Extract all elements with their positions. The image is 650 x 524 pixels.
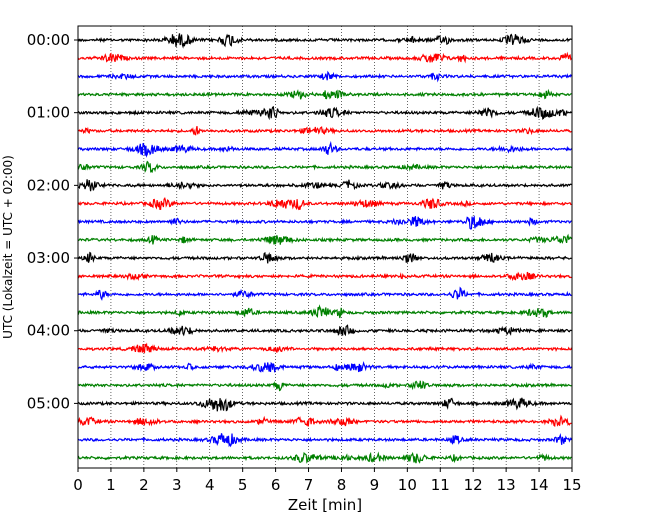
plot-frame [77,25,573,469]
x-tick-label-10: 10 [398,476,417,494]
x-tick-label-12: 12 [464,476,483,494]
seismogram-trace-19 [77,380,572,392]
y-tick-label-2: 02:00 [27,176,70,194]
seismogram-trace-8 [77,179,572,192]
seismogram-traces [77,33,573,464]
seismogram-trace-3 [77,88,572,100]
seismogram-trace-11 [77,233,573,245]
seismogram-trace-14 [77,286,572,301]
x-tick-label-7: 7 [304,476,314,494]
seismogram-trace-4 [77,105,572,121]
x-tick-label-5: 5 [238,476,248,494]
y-tick-label-0: 00:00 [27,31,70,49]
x-tick-label-8: 8 [337,476,347,494]
seismogram-trace-22 [77,433,573,448]
x-tick-label-14: 14 [530,476,549,494]
seismogram-trace-21 [77,414,572,427]
x-tick-label-9: 9 [370,476,380,494]
seismogram-trace-9 [77,196,572,211]
seismogram-trace-5 [77,125,572,136]
x-axis-ticks: 0 1 2 3 4 5 6 7 8 9 10 11 12 13 14 15 [73,468,582,494]
seismogram-trace-10 [77,215,572,230]
y-axis-label: UTC (Lokalzeit = UTC + 02:00) [1,155,15,339]
seismogram-trace-15 [77,304,573,319]
seismogram-trace-7 [77,160,572,174]
x-tick-label-1: 1 [106,476,116,494]
x-tick-label-15: 15 [562,476,581,494]
x-tick-label-13: 13 [497,476,516,494]
x-tick-label-0: 0 [73,476,83,494]
seismogram-trace-1 [77,51,572,64]
y-tick-label-1: 01:00 [27,104,70,122]
seismogram-trace-16 [77,324,572,337]
y-axis-ticks: 00:00 01:00 02:00 03:00 04:00 05:00 [27,31,78,412]
x-tick-label-4: 4 [205,476,215,494]
seismogram-trace-17 [77,342,573,354]
x-axis-label: Zeit [min] [288,496,362,514]
y-tick-label-3: 03:00 [27,249,70,267]
seismogram-trace-6 [77,140,572,158]
seismogram-trace-18 [77,361,573,373]
y-tick-label-4: 04:00 [27,322,70,340]
seismogram-trace-0 [77,33,572,49]
seismogram-trace-2 [77,70,573,83]
x-tick-label-3: 3 [172,476,182,494]
y-tick-label-5: 05:00 [27,394,70,412]
x-tick-label-11: 11 [431,476,450,494]
x-tick-label-2: 2 [139,476,149,494]
seismogram-trace-20 [77,397,572,412]
seismogram-trace-13 [77,271,572,282]
seismogram-trace-23 [77,451,572,464]
seismogram-trace-12 [77,251,572,264]
x-tick-label-6: 6 [271,476,281,494]
